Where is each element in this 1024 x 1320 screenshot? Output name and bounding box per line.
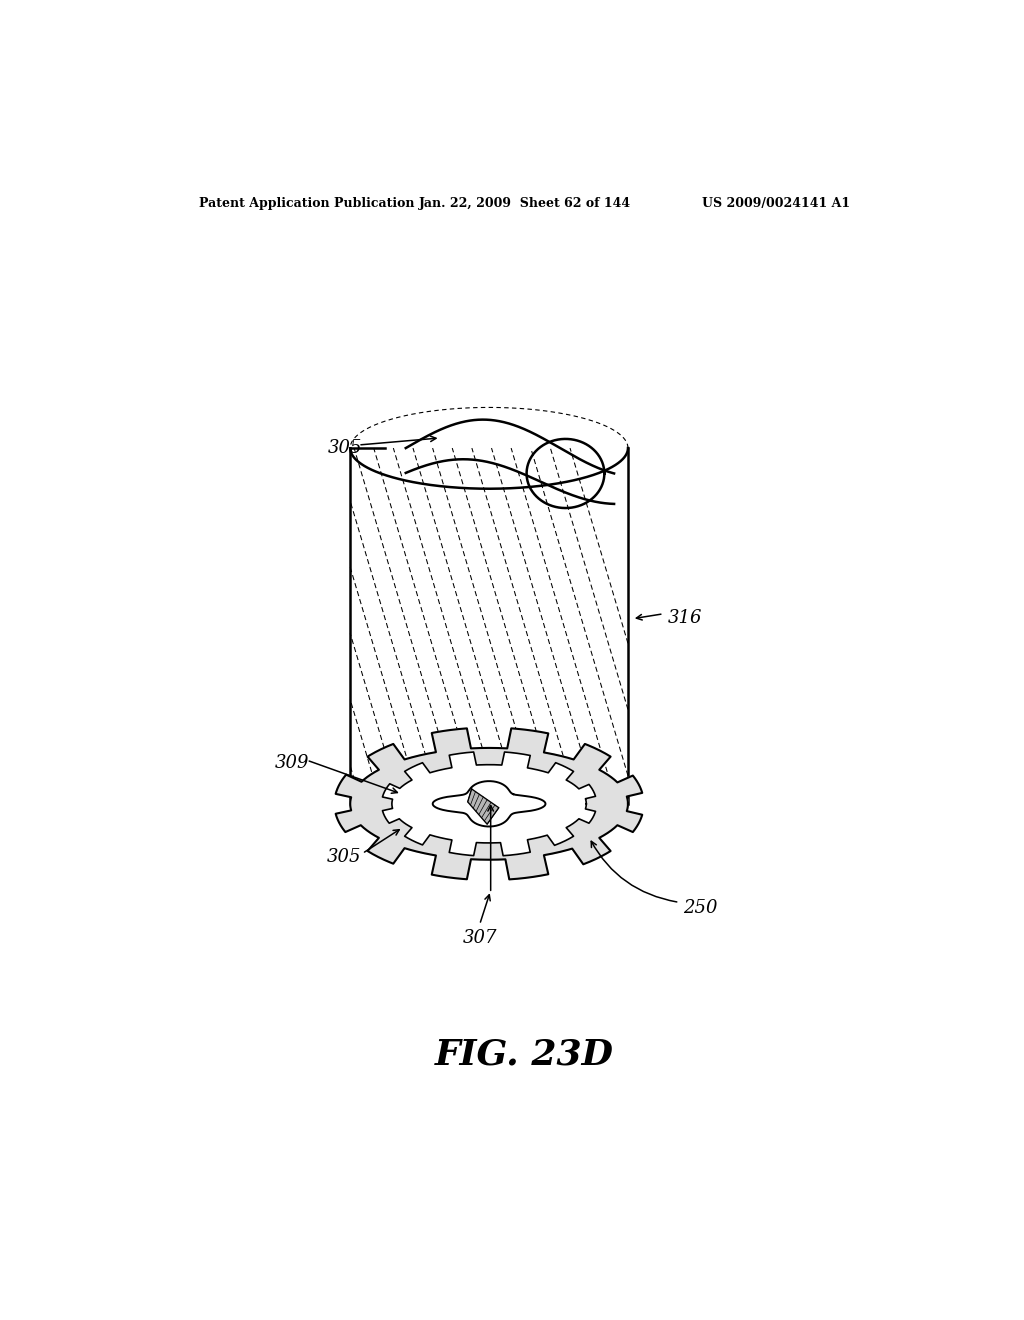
Text: 316: 316: [668, 609, 702, 627]
Polygon shape: [433, 781, 546, 826]
Text: US 2009/0024141 A1: US 2009/0024141 A1: [702, 197, 850, 210]
Text: 305: 305: [327, 847, 360, 866]
Text: 309: 309: [274, 754, 309, 772]
Polygon shape: [383, 752, 596, 855]
Text: Jan. 22, 2009  Sheet 62 of 144: Jan. 22, 2009 Sheet 62 of 144: [419, 197, 631, 210]
Text: FIG. 23D: FIG. 23D: [435, 1038, 614, 1072]
Text: 250: 250: [684, 899, 718, 916]
Polygon shape: [336, 729, 642, 879]
Polygon shape: [468, 789, 499, 824]
Text: 305: 305: [328, 440, 362, 457]
Text: 307: 307: [463, 929, 498, 946]
Text: Patent Application Publication: Patent Application Publication: [200, 197, 415, 210]
Polygon shape: [350, 748, 628, 859]
